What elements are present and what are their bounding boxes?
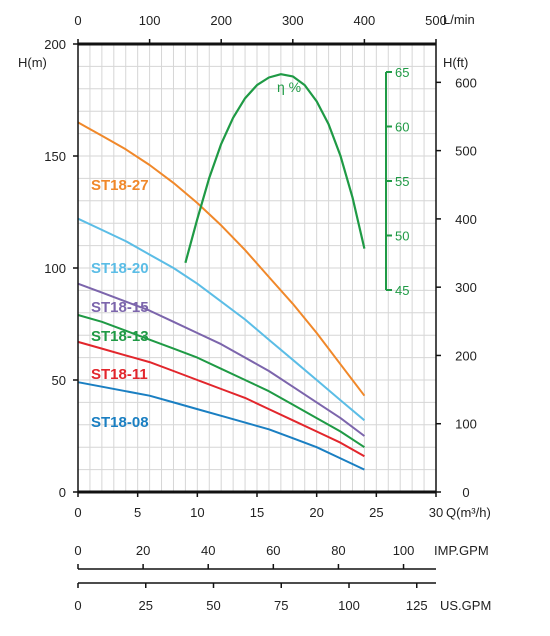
bottom-tick-label: 20 [309, 505, 323, 520]
left-tick-label: 150 [44, 149, 66, 164]
head-curves [77, 121, 366, 471]
bottom-tick-label: 15 [250, 505, 264, 520]
imp-gpm-tick-label: 60 [266, 543, 280, 558]
top-tick-label: 500 [425, 13, 447, 28]
imp-gpm-tick-label: 0 [74, 543, 81, 558]
top-tick-label: 300 [282, 13, 304, 28]
top-tick-label: 200 [210, 13, 232, 28]
bottom-tick-label: 5 [134, 505, 141, 520]
series-label: ST18-11 [91, 366, 148, 383]
us-gpm-unit: US.GPM [440, 598, 491, 613]
bottom-tick-label: 30 [429, 505, 443, 520]
head-curve-st18-11 [77, 340, 365, 458]
left-tick-label: 100 [44, 261, 66, 276]
series-label: ST18-08 [91, 414, 149, 431]
series-label: ST18-20 [91, 260, 149, 277]
right-tick-label: 200 [455, 348, 477, 363]
efficiency-tick-label: 60 [395, 120, 409, 135]
right-tick-label: 100 [455, 417, 477, 432]
imp-gpm-tick-label: 20 [136, 543, 150, 558]
efficiency-tick-label: 45 [395, 283, 409, 298]
flow-conversion-axes: 0 20 40 60 80 100 0 25 50 75 100 125 [74, 543, 436, 613]
bottom-axis-unit: Q(m³/h) [446, 505, 491, 520]
head-curve-st18-15 [77, 282, 365, 437]
axis-tick-labels: 0 5 10 15 20 25 300 100 200 300 400 500050100150200… [44, 13, 477, 520]
top-tick-label: 100 [139, 13, 161, 28]
top-axis-unit: L/min [443, 12, 475, 27]
efficiency-tick-label: 65 [395, 65, 409, 80]
efficiency-curve [184, 73, 366, 264]
bottom-tick-label: 25 [369, 505, 383, 520]
left-tick-label: 50 [52, 373, 66, 388]
left-tick-label: 0 [59, 485, 66, 500]
bottom-tick-label: 10 [190, 505, 204, 520]
efficiency-tick-label: 55 [395, 174, 409, 189]
us-gpm-tick-label: 50 [206, 598, 220, 613]
imp-gpm-unit: IMP.GPM [434, 543, 489, 558]
right-tick-label: 300 [455, 280, 477, 295]
series-label: ST18-13 [91, 328, 149, 345]
right-tick-label: 0 [462, 485, 469, 500]
us-gpm-tick-label: 100 [338, 598, 360, 613]
series-labels: ST18-27 ST18-20 ST18-15 ST18-13 ST18-11 ST18-… [91, 177, 149, 431]
head-curve-st18-08 [77, 381, 365, 471]
top-tick-label: 400 [354, 13, 376, 28]
efficiency-label: η % [277, 79, 301, 95]
right-tick-label: 500 [455, 144, 477, 159]
right-tick-label: 400 [455, 212, 477, 227]
top-tick-label: 0 [74, 13, 81, 28]
bottom-tick-label: 0 [74, 505, 81, 520]
right-axis-unit: H(ft) [443, 55, 468, 70]
efficiency-tick-label: 50 [395, 229, 409, 244]
head-curve-st18-20 [77, 217, 366, 422]
left-tick-label: 200 [44, 37, 66, 52]
left-axis-unit: H(m) [18, 55, 47, 70]
imp-gpm-tick-label: 80 [331, 543, 345, 558]
series-label: ST18-27 [91, 177, 149, 194]
efficiency-layer: 45 50 55 60 65 [184, 65, 409, 298]
head-curve-st18-13 [77, 314, 365, 449]
us-gpm-tick-label: 125 [406, 598, 428, 613]
us-gpm-tick-label: 25 [139, 598, 153, 613]
series-label: ST18-15 [91, 299, 149, 316]
imp-gpm-tick-label: 100 [393, 543, 415, 558]
us-gpm-tick-label: 0 [74, 598, 81, 613]
grid [78, 44, 436, 492]
right-tick-label: 600 [455, 75, 477, 90]
head-curve-st18-27 [77, 121, 366, 397]
imp-gpm-tick-label: 40 [201, 543, 215, 558]
us-gpm-tick-label: 75 [274, 598, 288, 613]
